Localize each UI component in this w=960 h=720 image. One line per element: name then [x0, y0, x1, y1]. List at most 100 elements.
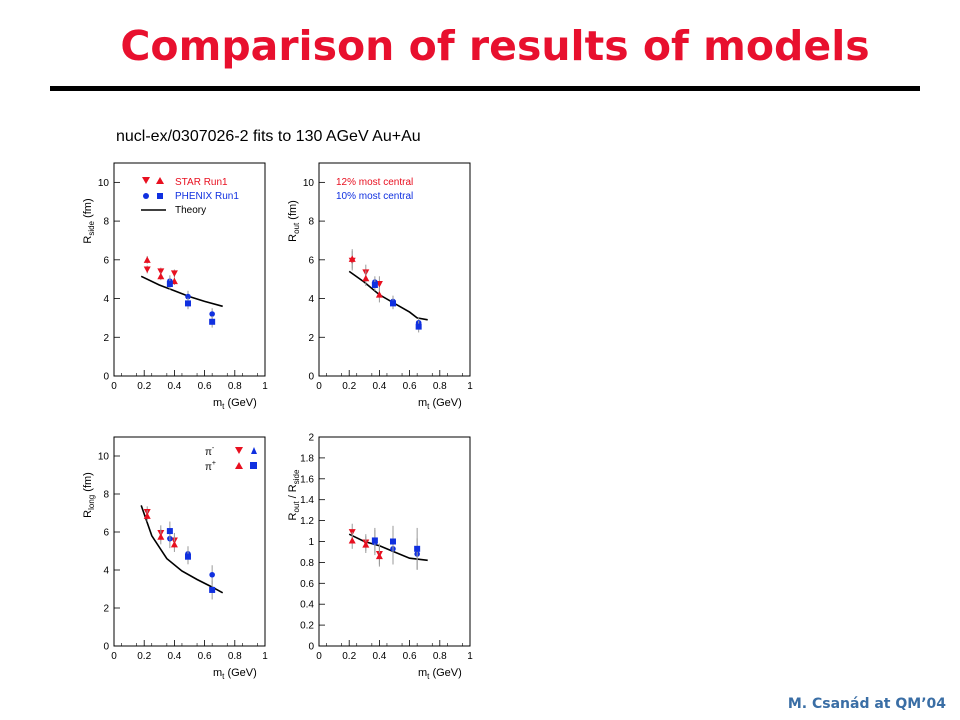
y-tick-label: 10 — [303, 178, 315, 189]
data-point-square — [371, 281, 378, 288]
x-tick-label: 1 — [262, 651, 268, 662]
data-point-triangle-up — [348, 536, 356, 544]
y-axis-label: Rlong (fm) — [82, 472, 96, 518]
y-tick-label: 6 — [103, 528, 109, 539]
legend-pi-plus-star-marker — [235, 462, 243, 469]
x-tick-label: 0.8 — [433, 381, 447, 392]
x-tick-label: 0.2 — [342, 381, 356, 392]
title-divider — [50, 86, 920, 91]
x-tick-label: 0 — [316, 381, 322, 392]
x-tick-label: 0 — [111, 651, 117, 662]
x-tick-label: 0.6 — [403, 651, 417, 662]
theory-curve — [348, 533, 428, 562]
data-point-triangle-up — [143, 512, 151, 519]
legend-pi-minus-star-marker — [235, 447, 243, 454]
y-tick-label: 1 — [308, 537, 314, 548]
y-tick-label: 2 — [308, 433, 314, 444]
legend-star-down-marker — [142, 177, 150, 184]
x-tick-label: 0.8 — [228, 381, 242, 392]
legend-phenix-label: PHENIX Run1 — [175, 191, 239, 202]
data-point-circle — [209, 571, 215, 578]
legend-c: π- π+ — [205, 445, 257, 473]
data-point-square — [166, 281, 173, 288]
x-axis-label: mt (GeV) — [418, 397, 462, 411]
plot-frame — [318, 162, 471, 377]
y-axis-label: Rside (fm) — [82, 198, 96, 243]
data-point-square — [371, 537, 378, 544]
legend-pi-plus-phenix-marker — [250, 462, 257, 469]
y-tick-label: 0.2 — [300, 621, 314, 632]
y-tick-label: 0 — [308, 372, 314, 383]
y-tick-label: 8 — [103, 217, 109, 228]
x-tick-label: 0.6 — [403, 381, 417, 392]
data-point-square — [184, 553, 191, 560]
theory-curve — [140, 505, 224, 594]
legend-phenix-circle-marker — [143, 193, 149, 199]
data-point-square — [389, 538, 396, 545]
data-point-triangle-down — [143, 266, 151, 273]
x-tick-label: 0 — [111, 381, 117, 392]
y-tick-label: 1.4 — [300, 495, 314, 506]
data-point-square — [389, 300, 396, 307]
legend-phenix-central-label: 10% most central — [336, 191, 413, 202]
y-axis-label: Rout / Rside — [287, 469, 301, 520]
data-point-square — [166, 528, 173, 535]
data-point-triangle-up — [157, 533, 165, 540]
legend-star-up-marker — [156, 177, 164, 184]
data-point-triangle-up — [362, 541, 370, 548]
data-point-triangle-up — [375, 552, 383, 560]
y-tick-label: 0.8 — [300, 558, 314, 569]
data-point-square — [209, 586, 216, 593]
x-tick-label: 1 — [467, 651, 473, 662]
y-tick-label: 0 — [308, 642, 314, 653]
x-tick-label: 0.6 — [198, 381, 212, 392]
y-tick-label: 6 — [308, 255, 314, 266]
x-tick-label: 0 — [316, 651, 322, 662]
y-tick-label: 8 — [103, 490, 109, 501]
legend-b: 12% most central 10% most central — [336, 177, 413, 202]
footer-credit: M. Csanád at QM’04 — [787, 696, 946, 712]
y-tick-label: 2 — [103, 604, 109, 615]
data-point-triangle-up — [170, 540, 178, 548]
theory-curve — [140, 275, 223, 308]
legend-star-label: STAR Run1 — [175, 177, 228, 188]
y-tick-label: 0.4 — [300, 600, 314, 611]
data-point-triangle-up — [375, 291, 383, 298]
y-tick-label: 4 — [103, 566, 109, 577]
data-point-triangle-up — [348, 255, 356, 262]
plot-frame — [113, 162, 266, 377]
y-tick-label: 10 — [98, 452, 110, 463]
data-point-triangle-up — [157, 272, 165, 280]
y-tick-label: 1.2 — [300, 516, 314, 527]
figure-caption: nucl-ex/0307026-2 fits to 130 AGeV Au+Au — [116, 128, 421, 145]
data-point-circle — [185, 293, 191, 300]
data-point-square — [414, 545, 421, 552]
data-point-circle — [209, 311, 215, 317]
x-tick-label: 0.2 — [137, 651, 151, 662]
x-tick-label: 1 — [467, 381, 473, 392]
y-tick-label: 4 — [103, 294, 109, 305]
x-tick-label: 0.4 — [372, 381, 386, 392]
legend-pi-minus-phenix-marker — [251, 447, 257, 454]
y-tick-label: 10 — [98, 178, 110, 189]
y-tick-label: 0 — [103, 372, 109, 383]
x-tick-label: 0.4 — [372, 651, 386, 662]
panel-ratio: 0 0.2 0.4 0.6 0.8 1 0 0.2 0.4 0.6 0.8 1 1.2 1.4 1.6 1.8… — [287, 433, 473, 682]
legend-pi-plus-label: π+ — [205, 460, 216, 473]
data-point-triangle-down — [170, 270, 178, 277]
slide-title: Comparison of results of models — [120, 22, 870, 70]
theory-curve — [348, 270, 428, 321]
x-axis-label: mt (GeV) — [213, 397, 257, 411]
y-tick-label: 2 — [103, 333, 109, 344]
y-axis-label: Rout (fm) — [287, 200, 301, 242]
data-point-triangle-up — [143, 256, 151, 263]
plot-frame — [113, 436, 266, 647]
data-point-square — [184, 300, 191, 307]
legend-star-central-label: 12% most central — [336, 177, 413, 188]
y-tick-label: 2 — [308, 333, 314, 344]
x-tick-label: 0.8 — [228, 651, 242, 662]
